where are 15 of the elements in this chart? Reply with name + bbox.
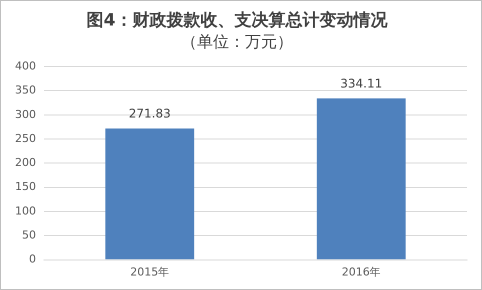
y-tick-label: 150 [14,180,36,194]
y-tick-label: 200 [14,156,36,170]
x-tick-label: 2016年 [342,265,381,278]
y-tick-label: 100 [14,204,36,218]
y-tick-label: 400 [14,59,36,72]
data-label: 271.83 [128,106,171,121]
y-tick-label: 350 [14,84,36,97]
y-tick-label: 50 [22,228,36,242]
chart-title: 图4：财政拨款收、支决算总计变动情况 [86,10,388,31]
data-label: 334.11 [340,76,382,91]
chart-subtitle: （单位：万元） [181,32,293,52]
y-tick-label: 300 [14,108,36,121]
y-tick-label: 250 [14,132,36,145]
x-tick-label: 2015年 [130,265,170,278]
y-tick-label: 0 [28,252,36,266]
